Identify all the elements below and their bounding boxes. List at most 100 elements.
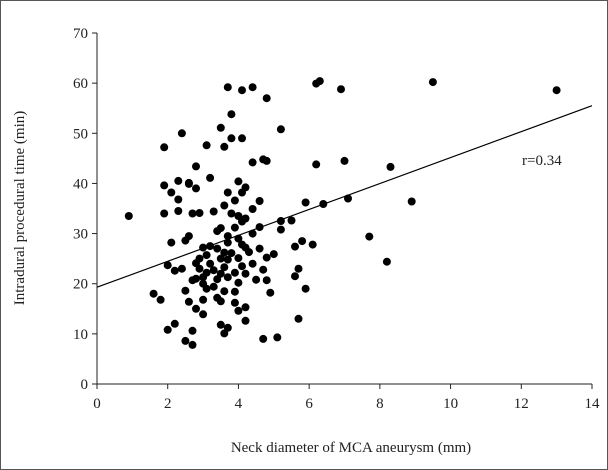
scatter-point bbox=[192, 304, 200, 313]
scatter-point bbox=[181, 336, 190, 345]
trend-line bbox=[96, 105, 593, 288]
scatter-point bbox=[291, 242, 299, 251]
scatter-point bbox=[188, 340, 197, 349]
scatter-point bbox=[223, 188, 232, 197]
scatter-point bbox=[202, 284, 211, 293]
y-ticks: 0 10 20 30 40 50 60 70 bbox=[73, 26, 97, 393]
scatter-point bbox=[181, 286, 190, 295]
scatter-point bbox=[227, 209, 236, 218]
scatter-point bbox=[202, 251, 211, 260]
scatter-point bbox=[248, 83, 257, 92]
x-tick-label: 2 bbox=[164, 396, 172, 412]
y-tick-label: 30 bbox=[73, 227, 88, 243]
scatter-point bbox=[209, 282, 218, 291]
scatter-point bbox=[199, 310, 208, 319]
scatter-point bbox=[160, 181, 169, 190]
y-tick-label: 40 bbox=[73, 176, 88, 192]
scatter-point bbox=[230, 268, 239, 277]
scatter-point bbox=[294, 264, 303, 273]
x-tick-label: 8 bbox=[376, 396, 384, 412]
scatter-point bbox=[301, 198, 310, 207]
scatter-point bbox=[124, 212, 133, 220]
scatter-point bbox=[248, 158, 257, 167]
scatter-point bbox=[266, 288, 275, 297]
scatter-point bbox=[234, 254, 243, 263]
scatter-point bbox=[262, 94, 271, 103]
scatter-point bbox=[227, 134, 236, 143]
scatter-point bbox=[184, 232, 193, 241]
scatter-point bbox=[245, 248, 253, 257]
scatter-point bbox=[262, 156, 271, 165]
scatter-point bbox=[276, 225, 285, 234]
scatter-point bbox=[365, 232, 374, 241]
scatter-point bbox=[337, 85, 345, 94]
scatter-point bbox=[238, 262, 246, 271]
scatter-point bbox=[223, 83, 232, 92]
scatter-point bbox=[262, 253, 271, 262]
scatter-point bbox=[259, 265, 268, 274]
scatter-point bbox=[216, 254, 225, 263]
scatter-point bbox=[160, 209, 169, 218]
scatter-point bbox=[170, 266, 179, 275]
x-ticks: 0 2 4 6 8 10 12 14 bbox=[93, 384, 600, 412]
scatter-point bbox=[238, 134, 246, 143]
y-tick-label: 10 bbox=[73, 327, 88, 343]
y-tick-label: 20 bbox=[73, 277, 88, 293]
scatter-point bbox=[248, 205, 257, 213]
scatter-point bbox=[262, 276, 271, 285]
scatter-point bbox=[213, 244, 222, 253]
scatter-point bbox=[241, 303, 250, 312]
scatter-point bbox=[407, 197, 416, 206]
x-tick-label: 4 bbox=[235, 396, 243, 412]
scatter-point bbox=[294, 314, 303, 323]
scatter-point bbox=[220, 248, 229, 257]
y-tick-label: 0 bbox=[81, 377, 89, 393]
scatter-point bbox=[428, 78, 437, 87]
scatter-point bbox=[216, 224, 225, 233]
scatter-point bbox=[223, 273, 232, 282]
scatter-point bbox=[241, 214, 250, 223]
data-points bbox=[124, 77, 561, 349]
scatter-point bbox=[273, 333, 282, 342]
x-axis-label: Neck diameter of MCA aneurysm (mm) bbox=[231, 440, 471, 456]
scatter-point bbox=[163, 261, 172, 270]
scatter-point bbox=[234, 306, 243, 315]
scatter-point bbox=[149, 289, 158, 298]
scatter-point bbox=[230, 223, 239, 232]
scatter-point bbox=[167, 188, 176, 197]
scatter-point bbox=[241, 269, 250, 278]
scatter-point bbox=[184, 297, 193, 306]
scatter-point bbox=[216, 297, 225, 306]
scatter-point bbox=[202, 268, 211, 277]
scatter-point bbox=[206, 173, 215, 182]
scatter-point bbox=[223, 255, 232, 264]
scatter-point bbox=[227, 110, 236, 119]
x-tick-label: 12 bbox=[514, 396, 529, 412]
y-tick-label: 70 bbox=[73, 26, 88, 42]
axes: 0 2 4 6 8 10 12 14 0 10 20 30 40 50 60 70 bbox=[73, 26, 600, 412]
x-tick-label: 6 bbox=[305, 396, 313, 412]
scatter-point bbox=[220, 142, 229, 151]
scatter-point bbox=[241, 316, 250, 325]
scatter-point bbox=[227, 249, 236, 258]
scatter-point bbox=[223, 323, 232, 332]
scatter-point bbox=[248, 259, 257, 268]
scatter-point bbox=[174, 195, 183, 204]
scatter-point bbox=[177, 129, 186, 138]
y-tick-label: 60 bbox=[73, 76, 88, 92]
scatter-point bbox=[230, 196, 239, 205]
scatter-point bbox=[382, 257, 391, 266]
scatter-point bbox=[269, 250, 278, 259]
correlation-annotation: r=0.34 bbox=[522, 153, 562, 169]
scatter-point bbox=[252, 275, 261, 284]
scatter-point bbox=[160, 143, 169, 152]
scatter-point bbox=[248, 229, 257, 238]
scatter-point bbox=[234, 278, 243, 287]
scatter-point bbox=[177, 264, 186, 273]
scatter-point bbox=[259, 334, 268, 343]
scatter-point bbox=[209, 207, 218, 216]
scatter-point bbox=[220, 263, 229, 272]
y-tick-label: 50 bbox=[73, 126, 88, 142]
scatter-point bbox=[163, 325, 172, 334]
scatter-point bbox=[291, 272, 299, 281]
